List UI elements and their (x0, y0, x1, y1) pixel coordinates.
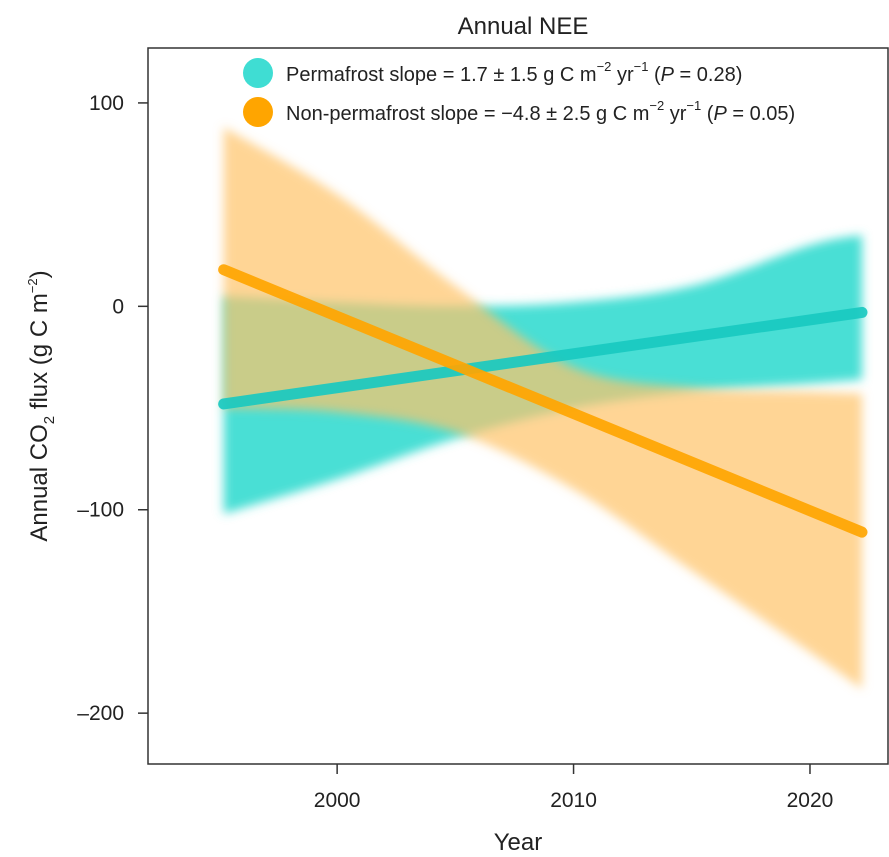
fit-line-non-permafrost (218, 264, 868, 538)
confidence-bands (223, 127, 862, 689)
y-axis-title-post: ) (26, 270, 53, 278)
legend-marker-non-permafrost (243, 97, 273, 127)
y-axis-title-sup: −2 (25, 278, 40, 293)
chart-title: Annual NEE (458, 13, 589, 40)
legend-marker-permafrost (243, 58, 273, 88)
confidence-band-non-permafrost (223, 127, 862, 689)
legend-permafrost-sup2: −1 (634, 59, 649, 74)
x-tick-label: 2010 (550, 789, 597, 812)
legend-permafrost-mid: yr (611, 64, 634, 86)
legend-nonpermafrost-pclose: = 0.05) (727, 103, 795, 125)
y-tick-label: –100 (77, 499, 124, 522)
y-tick-label: 100 (89, 92, 124, 115)
legend-permafrost-pclose: = 0.28) (674, 64, 742, 86)
legend-nonpermafrost-sup2: −1 (686, 98, 701, 113)
x-tick-label: 2020 (787, 789, 834, 812)
legend-permafrost-popen: ( (648, 64, 661, 86)
legend-nonpermafrost-sup1: −2 (649, 98, 664, 113)
legend-nonpermafrost-popen: ( (701, 103, 714, 125)
x-tick-label: 2000 (314, 789, 361, 812)
y-axis-title-pre: Annual CO (26, 424, 53, 541)
x-axis-ticks: 2000 2010 2020 (314, 764, 834, 812)
y-axis-ticks: 100 0 –100 –200 (77, 92, 148, 725)
legend-permafrost-pvar: P (661, 64, 675, 86)
legend-permafrost-sup1: −2 (597, 59, 612, 74)
legend-nonpermafrost-mid: yr (664, 103, 687, 125)
y-axis-title-mid: flux (g C m (26, 293, 53, 416)
legend-label-permafrost: Permafrost slope = 1.7 ± 1.5 g C m−2 yr−… (286, 59, 742, 86)
legend-permafrost-pre: Permafrost slope = 1.7 ± 1.5 g C m (286, 64, 597, 86)
plot-frame (147, 47, 889, 765)
legend-nonpermafrost-pvar: P (713, 103, 727, 125)
y-axis-title-sub: 2 (41, 416, 58, 424)
y-tick-label: –200 (77, 702, 124, 725)
legend-nonpermafrost-pre: Non-permafrost slope = −4.8 ± 2.5 g C m (286, 103, 649, 125)
y-axis-title: Annual CO2 flux (g C m−2) (25, 270, 58, 541)
y-tick-label: 0 (112, 295, 124, 318)
legend: Permafrost slope = 1.7 ± 1.5 g C m−2 yr−… (243, 58, 795, 127)
x-axis-title: Year (494, 829, 543, 856)
fit-lines (218, 264, 868, 538)
legend-label-non-permafrost: Non-permafrost slope = −4.8 ± 2.5 g C m−… (286, 98, 795, 125)
fit-line-permafrost (218, 306, 868, 410)
